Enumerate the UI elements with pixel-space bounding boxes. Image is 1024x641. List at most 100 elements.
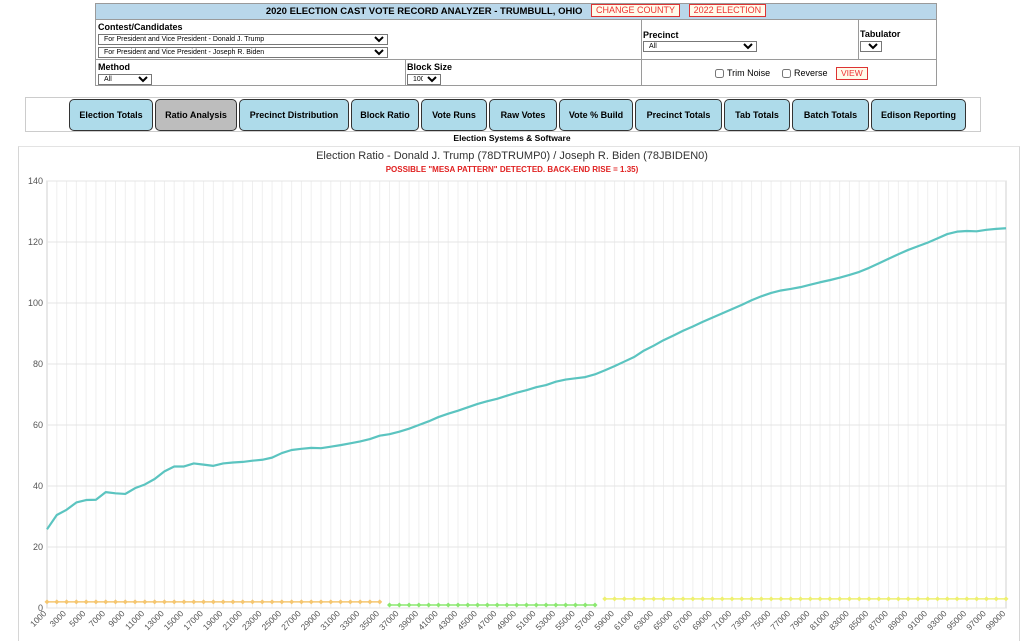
flat-series-point bbox=[250, 599, 255, 605]
x-tick-label: 87000 bbox=[866, 608, 890, 632]
flat-series-point bbox=[719, 596, 725, 602]
flat-series-point bbox=[690, 596, 696, 602]
view-button[interactable]: VIEW bbox=[836, 67, 868, 80]
flat-series-point bbox=[132, 599, 138, 605]
flat-series-point bbox=[915, 596, 921, 602]
flat-series-point bbox=[191, 599, 197, 605]
flat-series-point bbox=[641, 596, 647, 602]
candidate1-select[interactable]: For President and Vice President - Donal… bbox=[98, 34, 388, 45]
tab-edison-reporting[interactable]: Edison Reporting bbox=[871, 99, 966, 131]
x-tick-label: 99000 bbox=[984, 608, 1008, 632]
flat-series-point bbox=[837, 596, 843, 602]
vendor-subtitle: Election Systems & Software bbox=[453, 133, 571, 143]
x-tick-label: 5000 bbox=[67, 608, 88, 629]
flat-series-point bbox=[866, 596, 872, 602]
flat-series-point bbox=[259, 599, 265, 605]
x-tick-label: 43000 bbox=[436, 608, 460, 632]
flat-series-point bbox=[925, 596, 931, 602]
reverse-checkbox[interactable] bbox=[782, 68, 791, 78]
flat-series-point bbox=[210, 599, 216, 605]
blocksize-select[interactable]: 1000 bbox=[407, 74, 441, 85]
x-tick-label: 35000 bbox=[357, 608, 381, 632]
y-tick-label: 40 bbox=[33, 481, 43, 491]
flat-series-point bbox=[553, 602, 559, 608]
x-tick-label: 33000 bbox=[338, 608, 362, 632]
tabulator-cell: Tabulator All bbox=[859, 20, 936, 60]
flat-series-point bbox=[113, 599, 118, 605]
x-tick-label: 85000 bbox=[847, 608, 871, 632]
flat-series-point bbox=[817, 596, 823, 602]
flat-series-point bbox=[161, 599, 167, 605]
flat-series-point bbox=[83, 599, 89, 605]
flat-series-point bbox=[778, 596, 784, 602]
trim-noise-checkbox[interactable] bbox=[715, 68, 724, 78]
contest-label: Contest/Candidates bbox=[98, 22, 183, 32]
tab-vote-percent-build[interactable]: Vote % Build bbox=[559, 99, 633, 131]
precinct-select[interactable]: All bbox=[643, 41, 757, 52]
x-tick-label: 13000 bbox=[142, 608, 166, 632]
x-tick-label: 81000 bbox=[807, 608, 831, 632]
tab-election-totals[interactable]: Election Totals bbox=[69, 99, 153, 131]
election-2022-button[interactable]: 2022 ELECTION bbox=[688, 4, 767, 17]
x-tick-label: 41000 bbox=[416, 608, 440, 632]
flat-series-point bbox=[807, 596, 813, 602]
trim-noise-label: Trim Noise bbox=[727, 68, 771, 78]
x-tick-label: 57000 bbox=[573, 608, 597, 632]
flat-series-point bbox=[651, 596, 657, 602]
flat-series-point bbox=[181, 599, 187, 605]
tab-batch-totals[interactable]: Batch Totals bbox=[792, 99, 869, 131]
x-tick-label: 3000 bbox=[48, 608, 69, 629]
flat-series-point bbox=[308, 599, 314, 605]
flat-series-point bbox=[426, 602, 432, 608]
flat-series-point bbox=[367, 599, 373, 605]
y-tick-label: 80 bbox=[33, 359, 43, 369]
x-tick-label: 63000 bbox=[631, 608, 655, 632]
x-tick-label: 59000 bbox=[592, 608, 616, 632]
flat-series-point bbox=[533, 602, 539, 608]
flat-series-point bbox=[93, 599, 99, 605]
flat-series-point bbox=[494, 602, 500, 608]
y-tick-label: 0 bbox=[38, 603, 43, 613]
flat-series-point bbox=[905, 596, 911, 602]
y-tick-label: 20 bbox=[33, 542, 43, 552]
app-title: 2020 ELECTION CAST VOTE RECORD ANALYZER … bbox=[265, 6, 583, 17]
tab-tab-totals[interactable]: Tab Totals bbox=[724, 99, 790, 131]
x-tick-label: 15000 bbox=[162, 608, 186, 632]
flat-series-point bbox=[73, 599, 79, 605]
flat-series-point bbox=[484, 602, 490, 608]
tab-vote-runs[interactable]: Vote Runs bbox=[421, 99, 487, 131]
flat-series-point bbox=[563, 602, 569, 608]
tab-ratio-analysis[interactable]: Ratio Analysis bbox=[155, 99, 237, 131]
reverse-toggle[interactable]: Reverse bbox=[782, 68, 828, 78]
chart-title: Election Ratio - Donald J. Trump (78DTRU… bbox=[316, 150, 708, 162]
flat-series-point bbox=[338, 599, 344, 605]
tab-block-ratio[interactable]: Block Ratio bbox=[351, 99, 419, 131]
x-tick-label: 97000 bbox=[964, 608, 988, 632]
precinct-cell: Precinct All bbox=[642, 20, 859, 60]
flat-series-point bbox=[44, 599, 50, 605]
tab-precinct-distribution[interactable]: Precinct Distribution bbox=[239, 99, 349, 131]
flat-series-point bbox=[612, 596, 618, 602]
candidate2-select[interactable]: For President and Vice President - Josep… bbox=[98, 47, 388, 58]
flat-series-point bbox=[328, 599, 334, 605]
x-tick-label: 51000 bbox=[514, 608, 538, 632]
method-select[interactable]: All bbox=[98, 74, 152, 85]
method-label: Method bbox=[98, 62, 130, 72]
blocksize-cell: Block Size 1000 bbox=[406, 60, 642, 86]
control-panel: 2020 ELECTION CAST VOTE RECORD ANALYZER … bbox=[95, 3, 937, 86]
chart-frame bbox=[18, 146, 1020, 641]
flat-series-point bbox=[357, 599, 363, 605]
x-tick-label: 31000 bbox=[318, 608, 342, 632]
ratio-series-line bbox=[46, 227, 1007, 530]
flat-series-point bbox=[445, 602, 451, 608]
flat-series-point bbox=[876, 596, 882, 602]
tab-raw-votes[interactable]: Raw Votes bbox=[489, 99, 557, 131]
trim-noise-toggle[interactable]: Trim Noise bbox=[715, 68, 770, 78]
flat-series-point bbox=[524, 602, 529, 608]
change-county-button[interactable]: CHANGE COUNTY bbox=[590, 4, 680, 17]
x-tick-label: 45000 bbox=[455, 608, 479, 632]
flat-series-point bbox=[240, 599, 246, 605]
tab-precinct-totals[interactable]: Precinct Totals bbox=[635, 99, 722, 131]
tabulator-select[interactable]: All bbox=[860, 41, 882, 52]
x-tick-label: 95000 bbox=[944, 608, 968, 632]
